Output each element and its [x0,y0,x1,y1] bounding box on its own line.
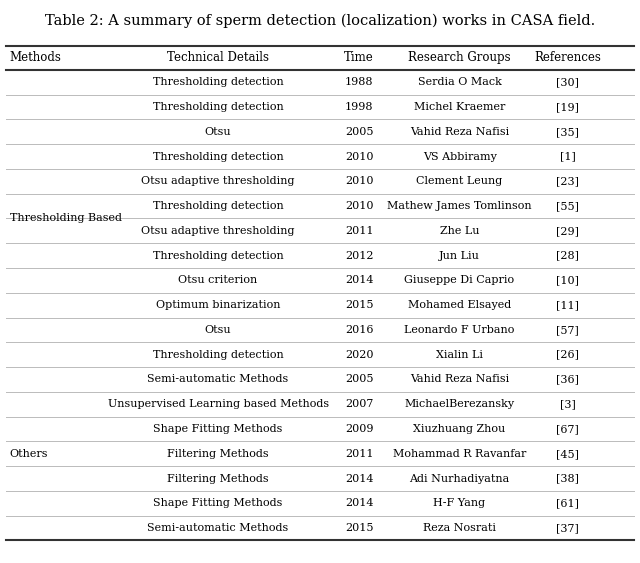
Text: [38]: [38] [556,473,579,484]
Text: Leonardo F Urbano: Leonardo F Urbano [404,325,515,335]
Text: H-F Yang: H-F Yang [433,498,486,508]
Text: Clement Leung: Clement Leung [417,176,502,186]
Text: 2007: 2007 [345,399,373,409]
Text: Thresholding detection: Thresholding detection [153,151,284,162]
Text: Serdia O Mack: Serdia O Mack [418,77,502,87]
Text: [10]: [10] [556,275,579,285]
Text: 1998: 1998 [345,102,374,112]
Text: Xialin Li: Xialin Li [436,350,483,360]
Text: [61]: [61] [556,498,579,508]
Text: Thresholding detection: Thresholding detection [153,201,284,211]
Text: [19]: [19] [556,102,579,112]
Text: Table 2: A summary of sperm detection (localization) works in CASA field.: Table 2: A summary of sperm detection (l… [45,14,595,29]
Text: Mohamed Elsayed: Mohamed Elsayed [408,300,511,310]
Text: 2012: 2012 [345,251,374,261]
Text: Zhe Lu: Zhe Lu [440,226,479,236]
Text: [29]: [29] [556,226,579,236]
Text: [67]: [67] [556,424,579,434]
Text: Optimum binarization: Optimum binarization [156,300,280,310]
Text: VS Abbiramy: VS Abbiramy [422,151,497,162]
Text: Research Groups: Research Groups [408,51,511,65]
Text: Thresholding detection: Thresholding detection [153,251,284,261]
Text: Semi-automatic Methods: Semi-automatic Methods [147,523,289,533]
Text: Others: Others [10,449,48,459]
Text: [3]: [3] [560,399,576,409]
Text: Filtering Methods: Filtering Methods [167,449,269,459]
Text: [45]: [45] [556,449,579,459]
Text: 2020: 2020 [345,350,374,360]
Text: Vahid Reza Nafisi: Vahid Reza Nafisi [410,127,509,137]
Text: [55]: [55] [556,201,579,211]
Text: Technical Details: Technical Details [167,51,269,65]
Text: [26]: [26] [556,350,579,360]
Text: Jun Liu: Jun Liu [439,251,480,261]
Text: [36]: [36] [556,374,579,385]
Text: Shape Fitting Methods: Shape Fitting Methods [154,424,283,434]
Text: References: References [534,51,601,65]
Text: Otsu adaptive thresholding: Otsu adaptive thresholding [141,226,295,236]
Text: [57]: [57] [556,325,579,335]
Text: MichaelBerezansky: MichaelBerezansky [404,399,515,409]
Text: Adi Nurhadiyatna: Adi Nurhadiyatna [410,473,509,484]
Text: [1]: [1] [560,151,576,162]
Text: Otsu: Otsu [205,325,232,335]
Text: 2010: 2010 [345,151,374,162]
Text: Giuseppe Di Caprio: Giuseppe Di Caprio [404,275,515,285]
Text: 2014: 2014 [345,498,374,508]
Text: Thresholding detection: Thresholding detection [153,350,284,360]
Text: Mathew James Tomlinson: Mathew James Tomlinson [387,201,532,211]
Text: Shape Fitting Methods: Shape Fitting Methods [154,498,283,508]
Text: Methods: Methods [10,51,61,65]
Text: Otsu adaptive thresholding: Otsu adaptive thresholding [141,176,295,186]
Text: 2010: 2010 [345,201,374,211]
Text: 2010: 2010 [345,176,374,186]
Text: Semi-automatic Methods: Semi-automatic Methods [147,374,289,385]
Text: [11]: [11] [556,300,579,310]
Text: Thresholding detection: Thresholding detection [153,102,284,112]
Text: Thresholding detection: Thresholding detection [153,77,284,87]
Text: 2015: 2015 [345,523,374,533]
Text: 2005: 2005 [345,374,374,385]
Text: Thresholding Based: Thresholding Based [10,213,122,224]
Text: 2011: 2011 [345,449,374,459]
Text: 2016: 2016 [345,325,374,335]
Text: Otsu criterion: Otsu criterion [179,275,258,285]
Text: [28]: [28] [556,251,579,261]
Text: Xiuzhuang Zhou: Xiuzhuang Zhou [413,424,506,434]
Text: Unsupervised Learning based Methods: Unsupervised Learning based Methods [108,399,329,409]
Text: Time: Time [344,51,374,65]
Text: 2014: 2014 [345,275,374,285]
Text: 2009: 2009 [345,424,374,434]
Text: [35]: [35] [556,127,579,137]
Text: 2014: 2014 [345,473,374,484]
Text: Reza Nosrati: Reza Nosrati [423,523,496,533]
Text: 2011: 2011 [345,226,374,236]
Text: Filtering Methods: Filtering Methods [167,473,269,484]
Text: 2005: 2005 [345,127,374,137]
Text: [23]: [23] [556,176,579,186]
Text: Otsu: Otsu [205,127,232,137]
Text: Michel Kraemer: Michel Kraemer [414,102,505,112]
Text: 1988: 1988 [345,77,374,87]
Text: 2015: 2015 [345,300,374,310]
Text: [37]: [37] [556,523,579,533]
Text: [30]: [30] [556,77,579,87]
Text: Vahid Reza Nafisi: Vahid Reza Nafisi [410,374,509,385]
Text: Mohammad R Ravanfar: Mohammad R Ravanfar [393,449,526,459]
